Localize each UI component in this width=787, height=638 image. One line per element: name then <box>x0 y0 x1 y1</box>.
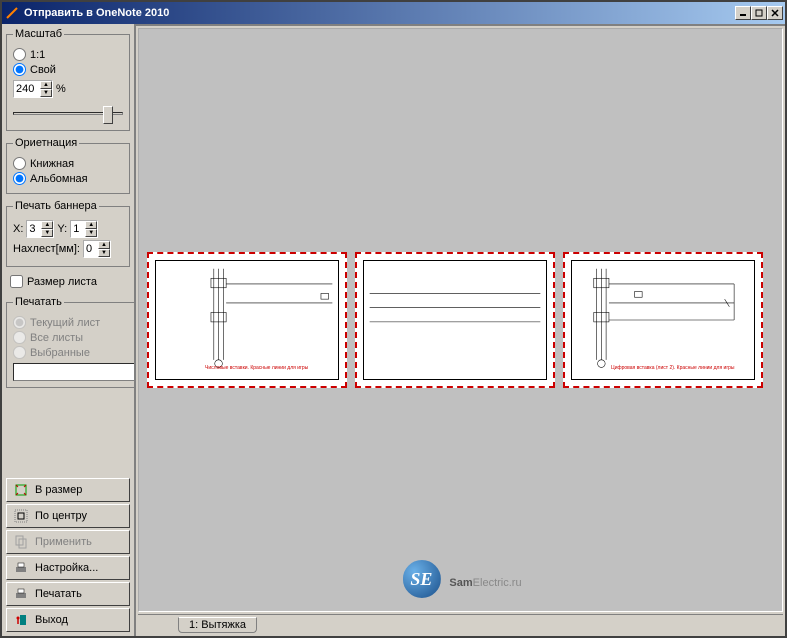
page-size-label: Размер листа <box>27 276 97 288</box>
overlap-label: Нахлест[мм]: <box>13 243 80 255</box>
banner-legend: Печать баннера <box>13 200 99 212</box>
scale-custom-radio[interactable] <box>13 63 26 76</box>
preview-page-1[interactable]: Числовые вставки. Красные линии для игры <box>147 252 347 388</box>
scope-current-radio <box>13 316 26 329</box>
maximize-button[interactable] <box>751 6 767 20</box>
sheet-tab-1[interactable]: 1: Вытяжка <box>178 617 257 633</box>
scale-down-arrow[interactable]: ▼ <box>40 89 52 97</box>
orientation-landscape-radio[interactable] <box>13 172 26 185</box>
center-icon <box>13 508 29 524</box>
orientation-group: Ориетнация Книжная Альбомная <box>6 137 130 194</box>
scope-selected-radio <box>13 346 26 359</box>
sheet-tabs: 1: Вытяжка <box>138 614 783 634</box>
orientation-portrait-label: Книжная <box>30 158 74 170</box>
banner-y-down[interactable]: ▼ <box>85 229 97 237</box>
overlap-down[interactable]: ▼ <box>98 249 110 257</box>
apply-label: Применить <box>35 536 92 548</box>
scale-spinner[interactable]: ▲ ▼ <box>13 80 53 98</box>
setup-button[interactable]: Настройка... <box>6 556 130 580</box>
print-label: Печатать <box>35 588 82 600</box>
scale-legend: Масштаб <box>13 28 64 40</box>
scope-all-radio <box>13 331 26 344</box>
banner-group: Печать баннера X: ▲▼ Y: ▲▼ Нахлест[мм]: <box>6 200 130 267</box>
fit-icon <box>13 482 29 498</box>
scope-all-label: Все листы <box>30 332 83 344</box>
apply-icon <box>13 534 29 550</box>
apply-button: Применить <box>6 530 130 554</box>
preview-area: ? <box>134 24 785 636</box>
overlap-input[interactable] <box>84 243 98 255</box>
banner-y-up[interactable]: ▲ <box>85 221 97 229</box>
orientation-portrait-radio[interactable] <box>13 157 26 170</box>
printer-icon <box>13 586 29 602</box>
scale-up-arrow[interactable]: ▲ <box>40 81 52 89</box>
exit-label: Выход <box>35 614 68 626</box>
scale-group: Масштаб 1:1 Свой ▲ ▼ <box>6 28 130 131</box>
overlap-up[interactable]: ▲ <box>98 241 110 249</box>
preview-page-2[interactable] <box>355 252 555 388</box>
scale-1-1-label: 1:1 <box>30 49 45 61</box>
exit-icon <box>13 612 29 628</box>
close-button[interactable] <box>767 6 783 20</box>
printer-setup-icon <box>13 560 29 576</box>
banner-y-input[interactable] <box>71 223 85 235</box>
page-size-checkbox[interactable] <box>10 275 23 288</box>
center-button[interactable]: По центру <box>6 504 130 528</box>
page3-caption: Цифровая вставка (лист 2). Красные линии… <box>611 366 735 372</box>
scale-1-1-radio[interactable] <box>13 48 26 61</box>
preview-canvas[interactable]: Числовые вставки. Красные линии для игры <box>138 28 783 612</box>
minimize-button[interactable] <box>735 6 751 20</box>
overlap-spinner[interactable]: ▲▼ <box>83 240 111 258</box>
exit-button[interactable]: Выход <box>6 608 130 632</box>
print-scope-legend: Печатать <box>13 296 64 308</box>
preview-page-3[interactable]: Цифровая вставка (лист 2). Красные линии… <box>563 252 763 388</box>
setup-label: Настройка... <box>35 562 98 574</box>
banner-x-up[interactable]: ▲ <box>41 221 53 229</box>
scope-selected-label: Выбранные <box>30 347 90 359</box>
page1-caption: Числовые вставки. Красные линии для игры <box>205 366 308 372</box>
orientation-legend: Ориетнация <box>13 137 79 149</box>
banner-y-spinner[interactable]: ▲▼ <box>70 220 98 238</box>
scope-current-label: Текущий лист <box>30 317 100 329</box>
settings-sidebar: Масштаб 1:1 Свой ▲ ▼ <box>2 24 134 636</box>
scale-slider[interactable] <box>13 104 123 124</box>
scale-custom-label: Свой <box>30 64 56 76</box>
banner-x-down[interactable]: ▼ <box>41 229 53 237</box>
print-preview-window: Отправить в OneNote 2010 Масштаб 1:1 Сво… <box>0 0 787 638</box>
fit-label: В размер <box>35 484 82 496</box>
banner-x-spinner[interactable]: ▲▼ <box>26 220 54 238</box>
banner-x-label: X: <box>13 223 23 235</box>
titlebar[interactable]: Отправить в OneNote 2010 <box>2 2 785 24</box>
orientation-landscape-label: Альбомная <box>30 173 88 185</box>
center-label: По центру <box>35 510 87 522</box>
fit-button[interactable]: В размер <box>6 478 130 502</box>
scale-value-input[interactable] <box>14 83 40 95</box>
app-icon <box>4 5 20 21</box>
scale-percent-label: % <box>56 83 66 95</box>
banner-x-input[interactable] <box>27 223 41 235</box>
window-title: Отправить в OneNote 2010 <box>24 7 735 19</box>
print-button[interactable]: Печатать <box>6 582 130 606</box>
banner-y-label: Y: <box>57 223 67 235</box>
